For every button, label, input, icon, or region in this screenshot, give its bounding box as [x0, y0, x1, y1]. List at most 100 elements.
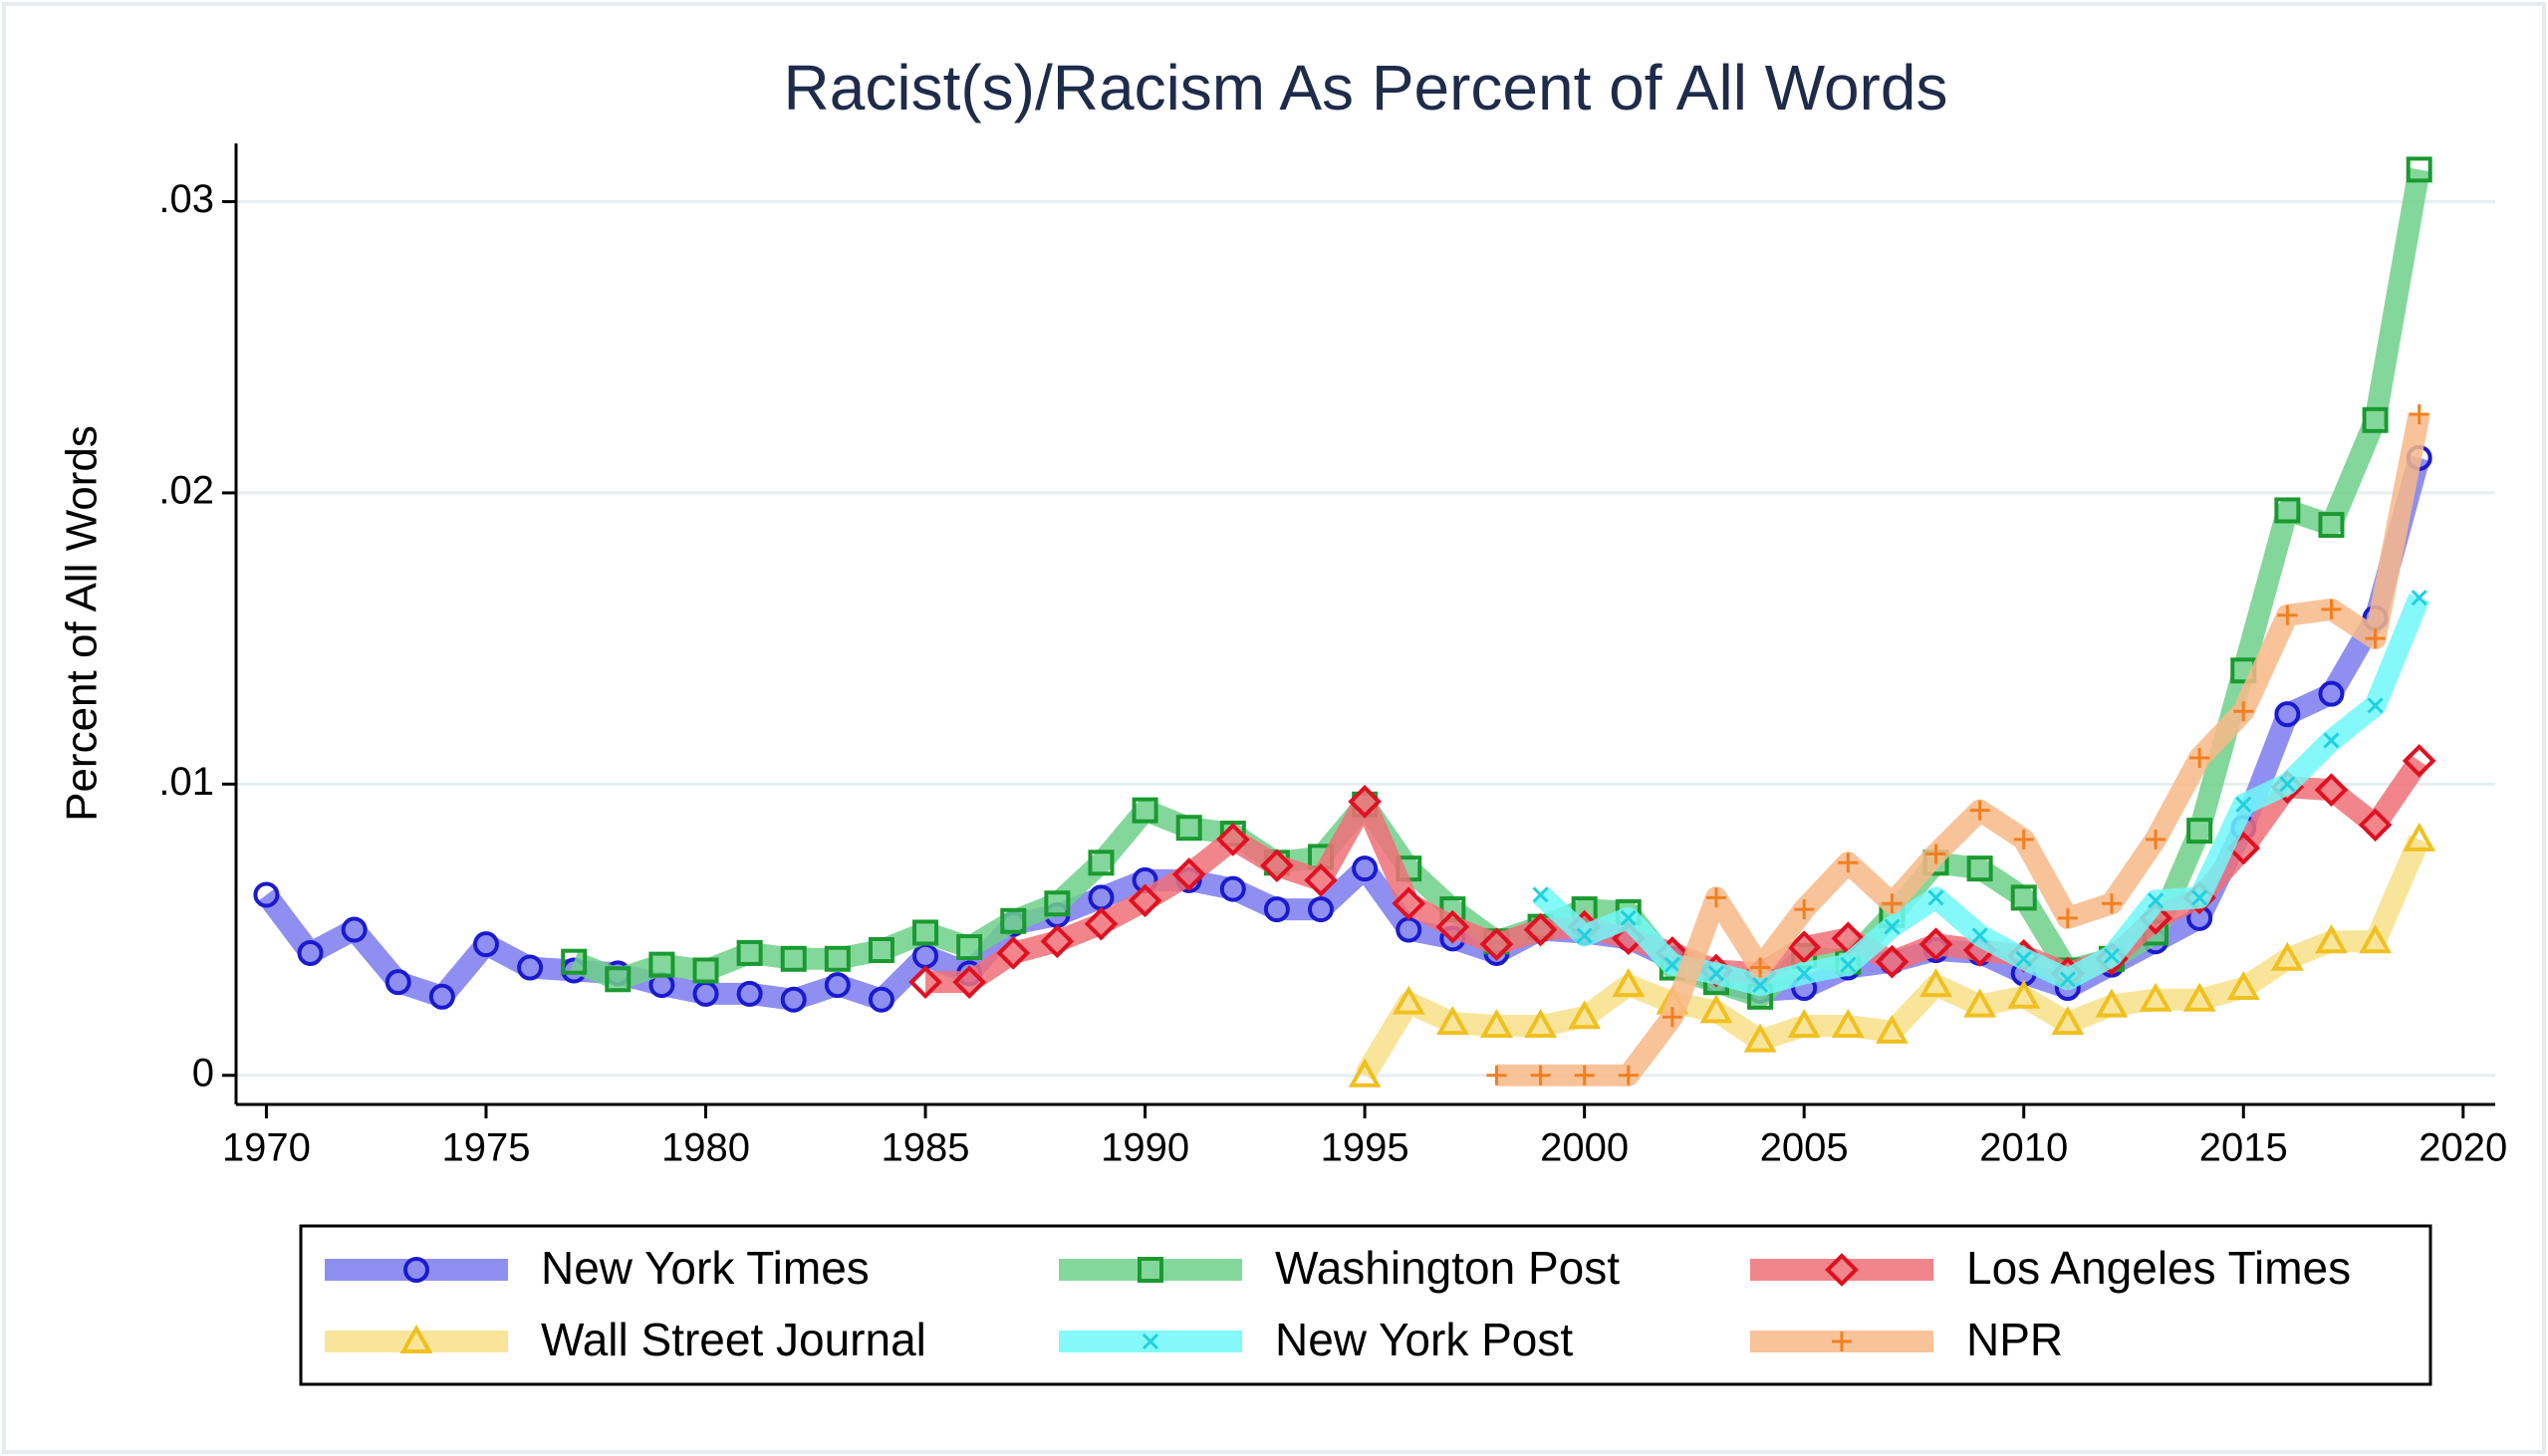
marker: [736, 980, 763, 1007]
marker: [2315, 924, 2348, 954]
marker: [2186, 818, 2213, 845]
marker: [1044, 890, 1071, 917]
marker: [1348, 1058, 1382, 1088]
marker: [1352, 855, 1379, 882]
marker: [2323, 732, 2340, 749]
marker: [1794, 899, 1815, 920]
marker: [1925, 844, 1946, 864]
marker: [1348, 785, 1382, 819]
marker: [2365, 628, 2386, 649]
marker: [1142, 1333, 1159, 1350]
marker: [2314, 773, 2349, 808]
marker: [1088, 849, 1115, 876]
x-tick-label: 2015: [2199, 1126, 2288, 1170]
marker: [428, 983, 455, 1010]
marker: [2146, 829, 2166, 849]
marker: [1308, 896, 1335, 923]
y-tick-label: 0: [192, 1051, 214, 1094]
marker: [1825, 1253, 1859, 1287]
marker: [2059, 971, 2076, 988]
marker: [780, 945, 807, 972]
marker: [2139, 982, 2172, 1012]
marker: [253, 881, 280, 908]
marker: [1919, 968, 1952, 998]
marker: [1882, 893, 1903, 914]
marker: [1618, 1065, 1639, 1086]
marker: [1435, 909, 1470, 944]
marker: [1969, 800, 1990, 821]
marker: [2233, 701, 2254, 722]
marker: [1787, 1008, 1821, 1039]
marker: [2191, 889, 2208, 906]
marker: [692, 957, 719, 984]
marker: [1171, 857, 1206, 891]
marker: [824, 972, 851, 999]
series: [1348, 822, 2436, 1088]
x-tick-label: 1990: [1101, 1126, 1189, 1170]
marker: [2270, 941, 2304, 971]
marker: [1486, 1065, 1507, 1086]
marker: [1840, 956, 1857, 973]
marker: [2274, 701, 2301, 728]
marker: [1752, 977, 1769, 994]
y-tick-label: .03: [158, 177, 214, 221]
marker: [1435, 1006, 1469, 1036]
marker: [341, 916, 368, 943]
x-tick-label: 2010: [1979, 1126, 2068, 1170]
marker: [2189, 748, 2210, 769]
marker: [2362, 406, 2389, 433]
marker: [2235, 796, 2252, 813]
marker: [1884, 918, 1901, 935]
marker: [1612, 968, 1646, 998]
marker: [2057, 907, 2078, 928]
marker: [2182, 982, 2216, 1012]
marker: [2051, 1006, 2085, 1036]
marker: [1263, 896, 1290, 923]
marker: [1480, 1008, 1513, 1039]
marker: [1966, 855, 1993, 882]
marker: [1574, 1065, 1595, 1086]
marker: [1392, 886, 1426, 921]
marker: [1971, 927, 1988, 944]
marker: [952, 965, 986, 1000]
marker: [1875, 1014, 1909, 1044]
x-tick-label: 1985: [882, 1126, 970, 1170]
series: [1486, 403, 2430, 1087]
series-line: [1496, 411, 2430, 1087]
legend-label: New York Times: [541, 1242, 870, 1294]
marker: [1084, 906, 1119, 941]
marker: [2010, 884, 2037, 911]
marker: [2367, 697, 2384, 714]
marker: [399, 1324, 433, 1353]
marker: [2358, 808, 2393, 843]
y-axis-label: Percent of All Words: [58, 425, 107, 822]
marker: [1707, 965, 1725, 982]
chart-title: Racist(s)/Racism As Percent of All Words: [784, 52, 1948, 123]
x-tick-label: 1995: [1321, 1126, 1409, 1170]
x-tick-label: 2005: [1760, 1126, 1849, 1170]
marker: [1524, 1008, 1557, 1039]
marker: [1128, 883, 1162, 918]
marker: [2402, 744, 2436, 778]
marker: [1132, 797, 1158, 824]
legend-label: New York Post: [1275, 1314, 1573, 1365]
marker: [824, 945, 851, 972]
marker: [403, 1257, 429, 1283]
legend-label: Wall Street Journal: [541, 1314, 926, 1365]
x-tick-label: 2020: [2419, 1126, 2507, 1170]
marker: [2279, 776, 2296, 793]
legend-label: Washington Post: [1275, 1242, 1620, 1294]
marker: [2318, 512, 2345, 539]
marker: [1838, 852, 1859, 873]
marker: [561, 948, 588, 975]
x-tick-label: 1975: [441, 1126, 530, 1170]
marker: [1040, 924, 1075, 959]
marker: [2013, 829, 2034, 849]
legend-label: NPR: [1966, 1314, 2063, 1365]
marker: [1661, 1007, 1682, 1028]
marker: [2318, 680, 2345, 707]
marker: [648, 951, 675, 978]
marker: [996, 936, 1031, 970]
marker: [1532, 886, 1549, 903]
